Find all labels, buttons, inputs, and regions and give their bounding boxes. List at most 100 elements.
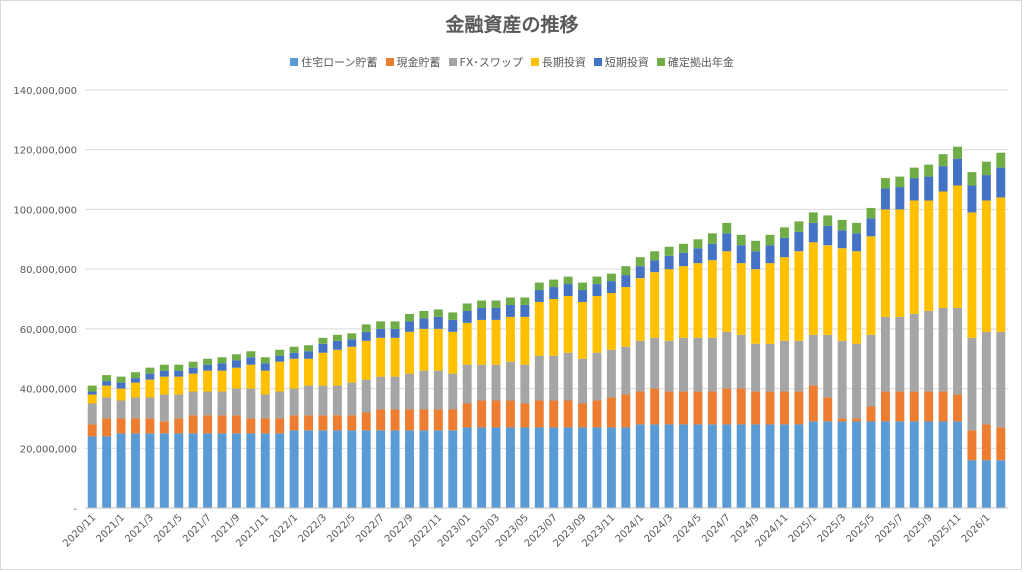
bar-segment [246, 351, 256, 358]
bar-segment [188, 361, 198, 368]
bar-segment [131, 372, 140, 379]
bar-segment [924, 391, 934, 422]
legend-swatch [656, 58, 665, 66]
bar-segment [491, 307, 501, 320]
bar-segment [159, 421, 169, 434]
bar-segment [174, 394, 184, 419]
bar-segment [981, 175, 991, 201]
bar-segment [87, 385, 97, 392]
bar-segment [361, 331, 371, 341]
bar-segment [433, 409, 443, 431]
bar-segment [996, 460, 1006, 508]
bar-segment [390, 430, 400, 508]
bar-segment [347, 382, 357, 416]
x-tick-label: 2021/7 [181, 512, 214, 545]
bar-segment [347, 415, 357, 431]
bar-segment [578, 358, 588, 404]
bar-segment [794, 251, 804, 341]
bar-segment [938, 307, 948, 392]
bar-segment [376, 321, 386, 329]
bar-segment [606, 293, 616, 350]
bar-segment [433, 430, 443, 508]
bar-segment [102, 385, 112, 398]
x-tick-label: 2022/3 [296, 512, 329, 545]
bar-segment [203, 391, 213, 416]
bar-segment [145, 379, 155, 398]
bar-segment [462, 403, 472, 428]
bar-segment [491, 400, 501, 428]
bar-segment [433, 316, 443, 329]
bar-segment [361, 430, 371, 508]
bar-segment [520, 403, 530, 428]
bar-segment [707, 243, 717, 261]
bar-segment [217, 415, 227, 434]
bar-segment [751, 343, 761, 392]
bar-segment [390, 376, 400, 410]
bar-segment [779, 237, 789, 258]
bar-segment [505, 297, 515, 305]
bar-segment [823, 397, 833, 422]
bar-segment [996, 152, 1006, 168]
bar-segment [953, 307, 962, 395]
bar-segment [837, 230, 847, 249]
bar-segment [116, 433, 126, 508]
bar-segment [448, 319, 458, 332]
bar-segment [650, 251, 660, 261]
bar-segment [275, 361, 285, 392]
bar-segment [332, 385, 342, 416]
bar-segment [981, 161, 991, 176]
bar-segment [304, 430, 314, 508]
bar-segment [448, 430, 458, 508]
bar-segment [390, 409, 400, 431]
bar-segment [736, 234, 746, 246]
bar-segment [751, 251, 761, 270]
bar-segment [159, 376, 169, 395]
chart-legend: 住宅ローン貯蓄 現金貯蓄 FX･スワップ 長期投資 短期投資 確定拠出年金 [0, 54, 1024, 70]
bar-segment [246, 433, 256, 508]
bar-segment [159, 433, 169, 508]
bar-segment [837, 248, 847, 341]
bar-segment [390, 328, 400, 338]
bar-segment [534, 282, 544, 291]
bar-segment [361, 412, 371, 431]
bar-segment [635, 257, 645, 267]
bar-segment [520, 316, 530, 365]
bar-segment [102, 381, 112, 386]
bar-segment [693, 239, 703, 249]
bar-segment [246, 357, 256, 365]
bar-segment [751, 269, 761, 344]
bar-segment [260, 370, 270, 395]
bar-segment [953, 421, 962, 508]
bar-segment [304, 345, 314, 352]
bar-segment [996, 197, 1006, 332]
bar-segment [693, 248, 703, 264]
bar-segment [505, 400, 515, 428]
bar-segment [448, 331, 458, 374]
bar-segment [376, 430, 386, 508]
bar-segment [260, 433, 270, 508]
bar-segment [376, 376, 386, 410]
bar-segment [87, 436, 97, 508]
x-tick-label: 2021/3 [123, 512, 156, 545]
bar-segment [505, 361, 515, 401]
bar-segment [808, 334, 818, 386]
bar-segment [491, 364, 501, 401]
bar-segment [779, 391, 789, 425]
bar-segment [621, 394, 631, 428]
y-tick-label: 40,000,000 [20, 385, 77, 396]
legend-swatch [593, 58, 602, 66]
bar-segment [520, 427, 530, 508]
bar-segment [549, 427, 559, 508]
bar-segment [405, 409, 414, 431]
bar-segment [332, 430, 342, 508]
bar-segment [563, 296, 573, 353]
bar-segment [866, 421, 876, 508]
bar-segment [174, 376, 184, 395]
bar-segment [794, 231, 804, 252]
bar-segment [765, 245, 775, 264]
bar-segment [837, 340, 847, 419]
bar-segment [592, 427, 602, 508]
bar-segment [707, 337, 717, 392]
bar-segment [520, 297, 530, 305]
